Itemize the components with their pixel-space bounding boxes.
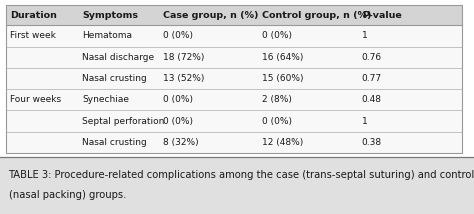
Text: Nasal discharge: Nasal discharge: [82, 53, 154, 62]
Text: 2 (8%): 2 (8%): [262, 95, 292, 104]
Text: 0 (0%): 0 (0%): [262, 117, 292, 126]
Text: 0 (0%): 0 (0%): [163, 117, 192, 126]
Text: Duration: Duration: [10, 11, 57, 20]
Text: 13 (52%): 13 (52%): [163, 74, 204, 83]
Text: Symptoms: Symptoms: [82, 11, 138, 20]
Text: Four weeks: Four weeks: [10, 95, 61, 104]
Bar: [6, 5, 462, 153]
Text: 0 (0%): 0 (0%): [262, 31, 292, 40]
Text: 15 (60%): 15 (60%): [262, 74, 304, 83]
Text: TABLE 3: Procedure-related complications among the case (trans-septal suturing) : TABLE 3: Procedure-related complications…: [9, 171, 474, 180]
Text: Nasal crusting: Nasal crusting: [82, 138, 147, 147]
Text: 0.76: 0.76: [362, 53, 382, 62]
Bar: [6, 5, 462, 25]
Bar: [6, 25, 462, 153]
Text: Control group, n (%): Control group, n (%): [262, 11, 372, 20]
Text: Synechiae: Synechiae: [82, 95, 129, 104]
Text: P-value: P-value: [362, 11, 401, 20]
Text: 0 (0%): 0 (0%): [163, 31, 192, 40]
Text: Septal perforation: Septal perforation: [82, 117, 164, 126]
Text: 12 (48%): 12 (48%): [262, 138, 303, 147]
Text: 0 (0%): 0 (0%): [163, 95, 192, 104]
Text: First week: First week: [10, 31, 56, 40]
Text: 0.77: 0.77: [362, 74, 382, 83]
Text: Case group, n (%): Case group, n (%): [163, 11, 258, 20]
Text: 1: 1: [362, 31, 367, 40]
Text: 16 (64%): 16 (64%): [262, 53, 303, 62]
Bar: [0, 157, 474, 214]
Text: 0.48: 0.48: [362, 95, 382, 104]
Text: 8 (32%): 8 (32%): [163, 138, 198, 147]
Text: (nasal packing) groups.: (nasal packing) groups.: [9, 190, 126, 200]
Text: 18 (72%): 18 (72%): [163, 53, 204, 62]
Text: Nasal crusting: Nasal crusting: [82, 74, 147, 83]
Text: 1: 1: [362, 117, 367, 126]
Text: Hematoma: Hematoma: [82, 31, 132, 40]
Text: 0.38: 0.38: [362, 138, 382, 147]
